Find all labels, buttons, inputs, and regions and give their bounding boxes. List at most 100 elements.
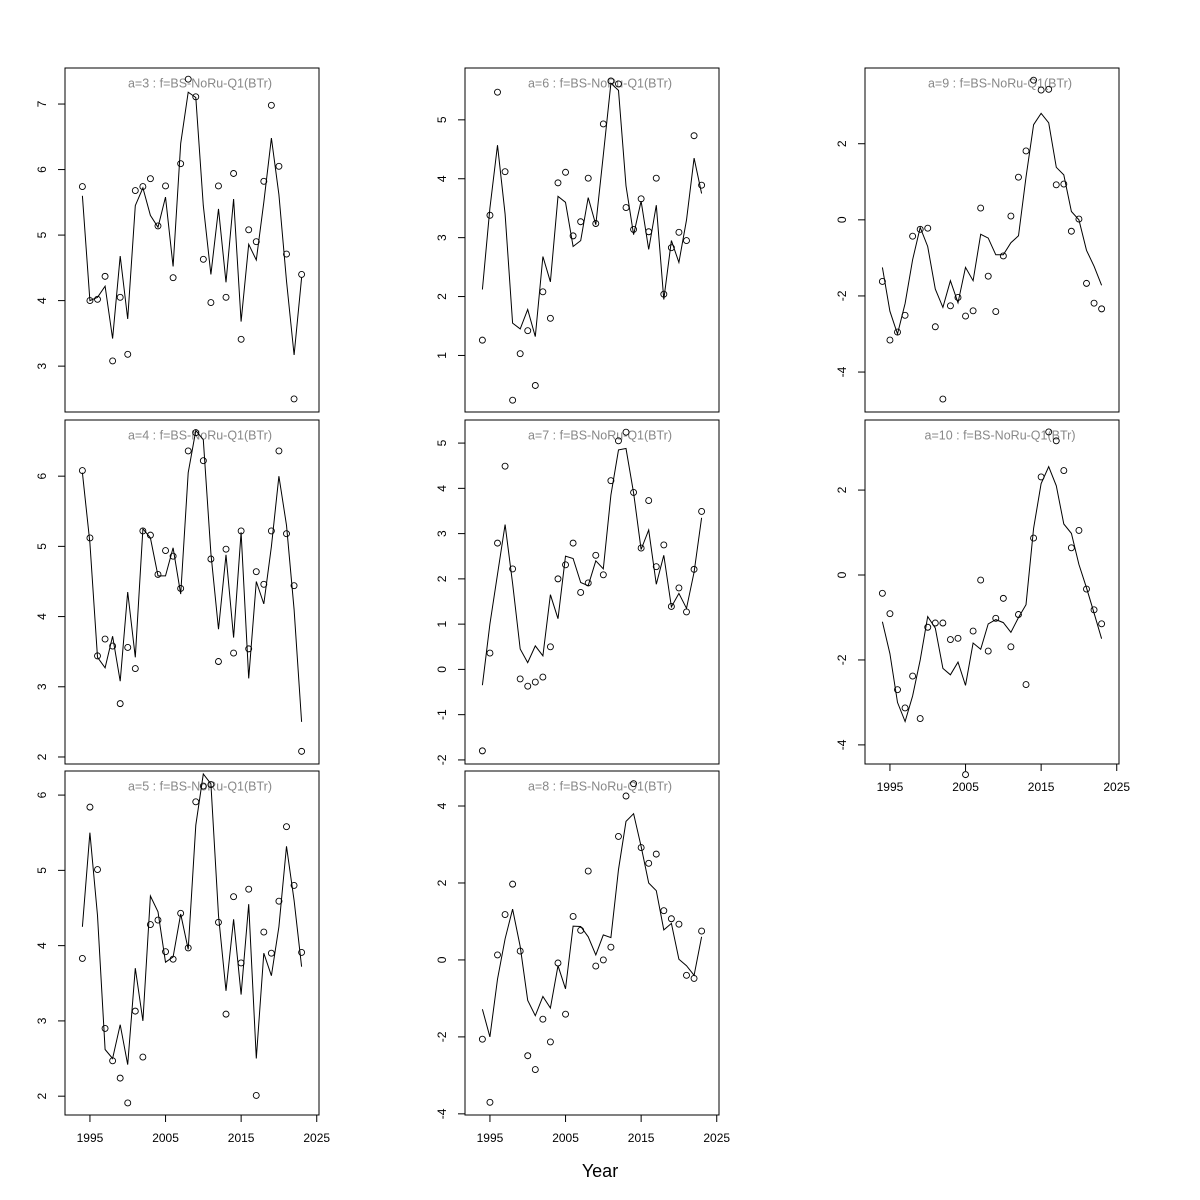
- y-tick-label: 5: [35, 543, 49, 550]
- data-point: [584, 174, 592, 182]
- data-point: [1007, 212, 1015, 220]
- data-point: [154, 222, 162, 230]
- data-point: [1067, 227, 1075, 235]
- data-point: [478, 747, 486, 755]
- data-point: [192, 429, 200, 437]
- data-point: [901, 704, 909, 712]
- data-point: [162, 948, 169, 956]
- data-point: [931, 323, 939, 331]
- x-tick-label: 1995: [477, 1131, 504, 1145]
- data-point: [509, 565, 517, 573]
- data-point: [486, 211, 494, 219]
- data-point: [690, 974, 698, 982]
- data-point: [124, 1099, 132, 1107]
- data-point: [78, 183, 86, 191]
- data-point: [1022, 147, 1030, 155]
- x-tick-label: 2005: [952, 780, 979, 794]
- y-tick-label: -2: [835, 654, 849, 665]
- y-tick-label: 6: [35, 473, 49, 480]
- panel-title: a=6 : f=BS-NoRu-Q1(BTr): [528, 76, 672, 90]
- y-tick-label: -1: [435, 709, 449, 720]
- data-point: [683, 971, 690, 979]
- data-point: [1045, 428, 1053, 436]
- data-point: [698, 927, 706, 935]
- data-point: [531, 1066, 539, 1074]
- y-tick-label: -4: [835, 739, 849, 750]
- data-point: [554, 959, 562, 967]
- data-point: [169, 274, 177, 282]
- y-tick-label: 4: [435, 485, 449, 492]
- data-point: [615, 80, 622, 88]
- data-point: [290, 395, 298, 403]
- data-point: [577, 926, 585, 934]
- y-tick-label: 5: [35, 867, 49, 874]
- x-tick-label: 2005: [552, 1131, 579, 1145]
- data-point: [124, 644, 132, 651]
- data-point: [192, 798, 200, 806]
- data-point: [592, 551, 600, 559]
- data-point: [199, 782, 207, 790]
- data-point: [984, 647, 992, 655]
- y-tick-label: 2: [435, 879, 449, 886]
- data-point: [569, 232, 577, 240]
- panel: a=9 : f=BS-NoRu-Q1(BTr) -4 -2 0 2: [835, 67, 1120, 413]
- data-point: [245, 885, 253, 893]
- data-point: [1060, 180, 1068, 188]
- panel: a=8 : f=BS-NoRu-Q1(BTr) -4 -2 0 2 4 1995 2005 20…: [435, 770, 730, 1145]
- fitted-line: [81, 772, 303, 1065]
- data-point: [554, 179, 562, 187]
- data-point: [131, 665, 139, 672]
- plot-frame: [864, 67, 1120, 413]
- data-point: [1030, 76, 1038, 84]
- data-point: [1060, 467, 1068, 474]
- data-point: [177, 160, 185, 168]
- data-point: [599, 571, 607, 579]
- data-point: [698, 507, 706, 515]
- y-tick-label: 4: [435, 175, 449, 182]
- data-point: [78, 954, 86, 962]
- data-point: [501, 168, 509, 176]
- data-point: [1030, 534, 1038, 542]
- data-point: [245, 226, 253, 234]
- data-point: [230, 170, 238, 177]
- data-point: [252, 568, 260, 576]
- plot-frame: [464, 419, 720, 765]
- data-point: [184, 75, 192, 83]
- data-point: [486, 649, 494, 657]
- y-tick-label: 0: [835, 216, 849, 223]
- data-point: [546, 314, 554, 322]
- data-point: [101, 272, 109, 280]
- data-point: [878, 278, 886, 285]
- data-point: [222, 293, 230, 301]
- data-point: [569, 912, 577, 920]
- data-point: [652, 174, 660, 182]
- y-tick-label: -2: [835, 290, 849, 301]
- x-tick-label: 2015: [628, 1131, 655, 1145]
- panel-title: a=7 : f=BS-NoRu-Q1(BTr): [528, 428, 672, 442]
- data-point: [509, 880, 517, 888]
- y-tick-label: 1: [435, 352, 449, 359]
- panel: a=6 : f=BS-NoRu-Q1(BTr) 1 2 3 4 5: [435, 67, 720, 413]
- plot-frame: [464, 67, 720, 413]
- data-point: [946, 636, 954, 644]
- data-point: [894, 686, 901, 694]
- x-tick-label: 2015: [228, 1131, 255, 1145]
- data-point: [1052, 437, 1060, 445]
- fitted-line: [881, 465, 1103, 724]
- data-point: [131, 1007, 139, 1015]
- y-tick-label: -4: [835, 366, 849, 377]
- data-point: [86, 803, 94, 811]
- data-point: [962, 312, 969, 320]
- data-point: [675, 584, 683, 592]
- data-point: [101, 635, 109, 643]
- data-point: [494, 539, 501, 547]
- data-point: [939, 395, 947, 403]
- data-point: [675, 228, 683, 236]
- y-tick-label: 2: [435, 575, 449, 582]
- data-point: [199, 255, 207, 263]
- data-point: [969, 307, 977, 315]
- data-point: [607, 943, 615, 951]
- plot-frame: [464, 770, 720, 1116]
- fitted-line: [81, 91, 303, 356]
